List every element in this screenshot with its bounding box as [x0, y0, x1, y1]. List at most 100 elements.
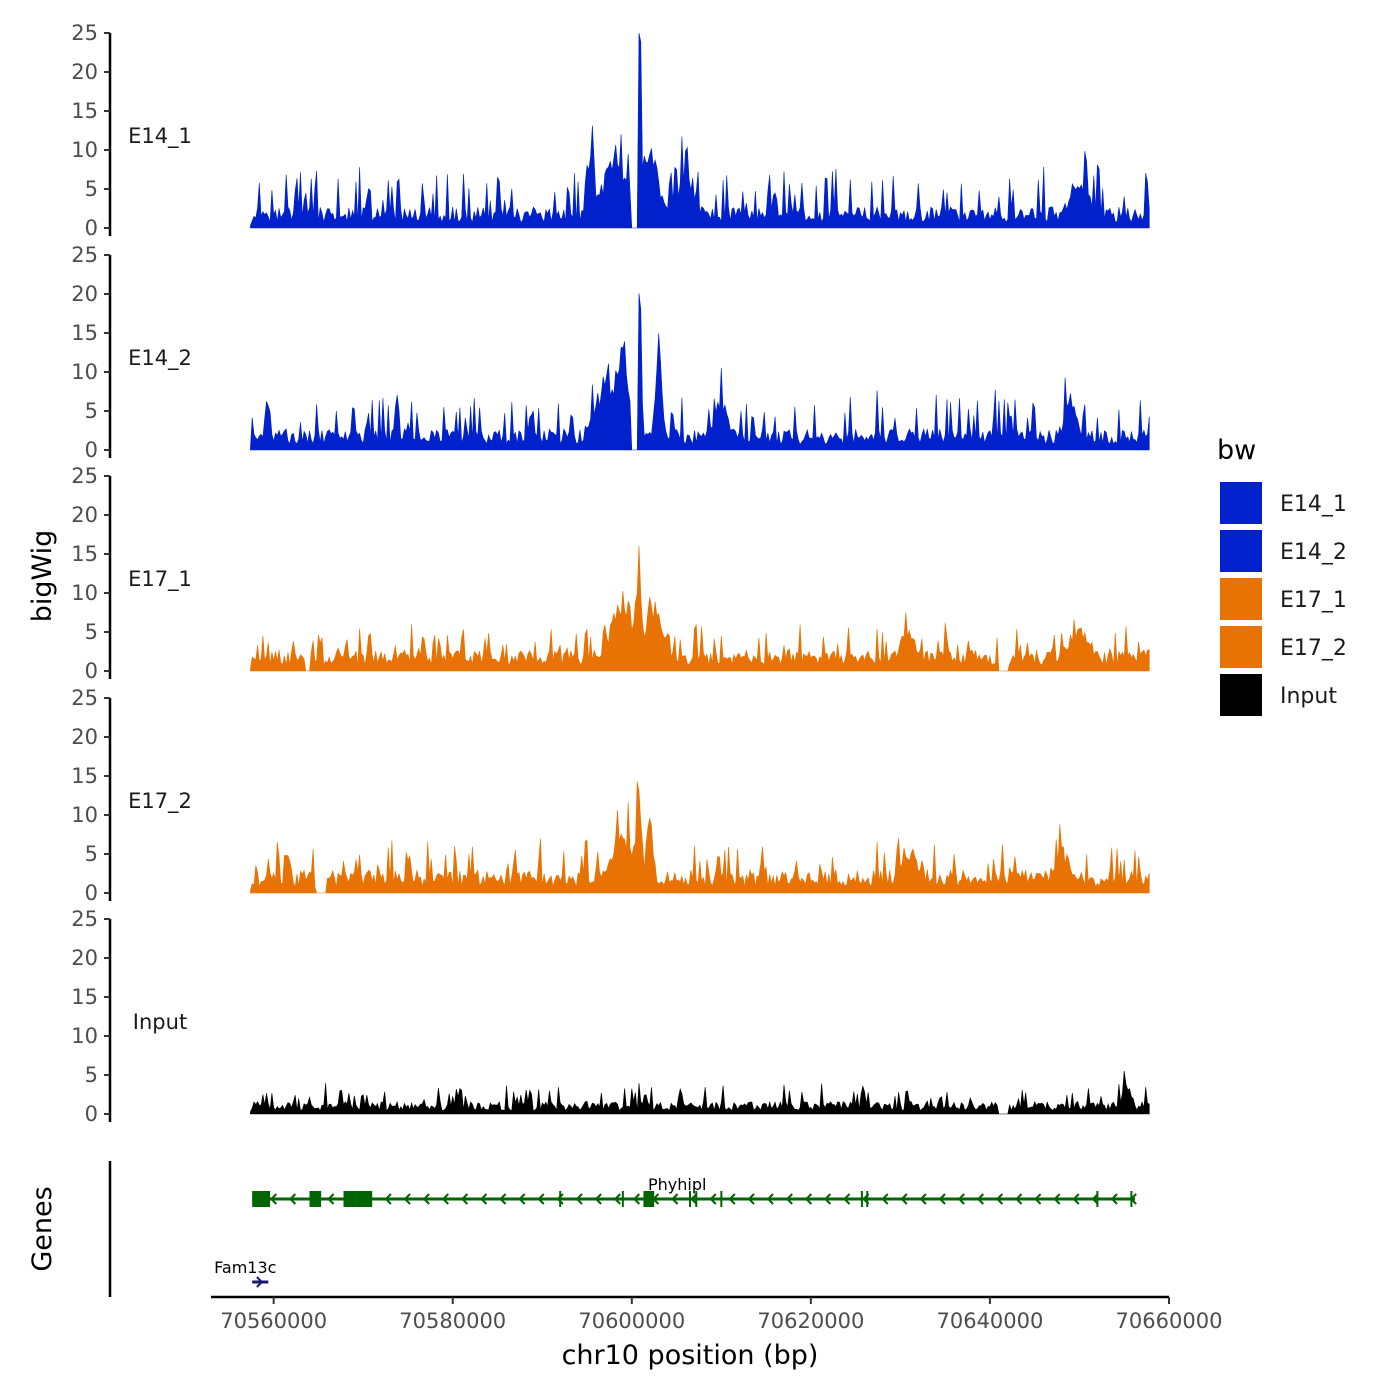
legend-entry-e17-2: E17_2 — [1218, 624, 1347, 670]
genes-track: Phyhipl Fam13c — [108, 1161, 1137, 1297]
y-tick-label: 0 — [85, 216, 98, 240]
strand-arrow — [256, 1276, 264, 1288]
x-tick-label: 70560000 — [220, 1309, 327, 1333]
y-tick-label: 5 — [85, 620, 98, 644]
legend-label: E17_2 — [1280, 636, 1347, 661]
y-tick-label: 10 — [71, 138, 98, 162]
x-tick-label: 70620000 — [757, 1309, 864, 1333]
y-tick-label: 5 — [85, 842, 98, 866]
y-tick-label: 0 — [85, 1102, 98, 1126]
strand-arrow — [938, 1193, 946, 1205]
gene-label: Phyhipl — [648, 1175, 706, 1194]
y-tick-label: 20 — [71, 503, 98, 527]
gene-fam13c: Fam13c — [214, 1258, 276, 1288]
strand-arrow — [995, 1193, 1004, 1205]
x-tick-label: 70600000 — [578, 1309, 685, 1333]
y-tick-label: 10 — [71, 360, 98, 384]
strand-arrow — [632, 1193, 641, 1205]
y-axis-title: bigWig — [27, 530, 58, 623]
strand-arrow — [288, 1193, 297, 1205]
y-tick-label: 5 — [85, 399, 98, 423]
strand-arrow — [556, 1193, 564, 1205]
strand-arrow — [269, 1193, 278, 1205]
signal-area-e17-2 — [250, 781, 1150, 894]
strand-arrow — [785, 1193, 793, 1205]
track-label: Input — [133, 1010, 187, 1034]
y-tick-label: 20 — [71, 60, 98, 84]
track-label: E14_2 — [128, 346, 192, 371]
legend-label: Input — [1280, 684, 1337, 709]
gene-phyhipl: Phyhipl — [252, 1175, 1137, 1207]
y-tick-label: 10 — [71, 1024, 98, 1048]
y-tick-label: 20 — [71, 946, 98, 970]
strand-arrow — [537, 1193, 545, 1205]
x-tick-label: 70640000 — [936, 1309, 1043, 1333]
y-tick-label: 15 — [71, 99, 98, 123]
exon — [309, 1191, 322, 1207]
strand-arrow — [460, 1193, 469, 1205]
legend: bw E14_1 E14_2 E17_1 E17_2 Input — [1217, 435, 1347, 718]
x-axis-title: chr10 position (bp) — [562, 1340, 819, 1371]
strand-arrow — [327, 1193, 335, 1205]
y-tick-label: 25 — [71, 686, 98, 710]
y-tick-label: 25 — [71, 21, 98, 45]
strand-arrow — [613, 1193, 621, 1205]
exon — [356, 1191, 373, 1207]
x-tick-label: 70660000 — [1116, 1309, 1223, 1333]
legend-entries: E14_1 E14_2 E17_1 E17_2 Input — [1218, 480, 1347, 718]
y-tick-label: 15 — [71, 321, 98, 345]
legend-entry-e14-1: E14_1 — [1218, 480, 1347, 526]
strand-arrow — [441, 1193, 449, 1205]
strand-arrow — [881, 1193, 889, 1205]
strand-arrow — [1110, 1193, 1118, 1205]
legend-swatch — [1218, 624, 1264, 670]
y-tick-label: 0 — [85, 438, 98, 462]
signal-area-e17-1 — [250, 545, 1150, 672]
exon — [343, 1191, 357, 1207]
strand-arrow — [499, 1193, 507, 1205]
strand-arrow — [709, 1193, 717, 1205]
y-tick-label: 10 — [71, 803, 98, 827]
legend-label: E14_2 — [1280, 540, 1347, 565]
strand-arrow — [747, 1193, 755, 1205]
track-e17-1: 0 5 10 15 20 25 E17_1 — [71, 464, 1150, 683]
track-e14-2: 0 5 10 15 20 25 E14_2 — [71, 243, 1150, 462]
strand-arrow — [422, 1193, 430, 1205]
signal-area-input — [250, 1070, 1150, 1115]
legend-swatch — [1218, 672, 1264, 718]
strand-arrow — [900, 1193, 908, 1205]
strand-arrow — [766, 1193, 774, 1205]
y-tick-label: 25 — [71, 907, 98, 931]
y-tick-label: 5 — [85, 1063, 98, 1087]
legend-label: E14_1 — [1280, 492, 1347, 517]
strand-arrow — [824, 1193, 832, 1205]
strand-arrow — [976, 1193, 984, 1205]
signal-tracks: 0 5 10 15 20 25 E14_1 0 5 10 15 20 25 E14_2 0 5 10 15 20 25… — [71, 21, 1150, 1126]
y-tick-label: 20 — [71, 725, 98, 749]
strand-arrow — [480, 1193, 488, 1205]
y-tick-label: 0 — [85, 881, 98, 905]
y-tick-label: 15 — [71, 542, 98, 566]
strand-arrow — [1053, 1193, 1061, 1205]
legend-entry-e17-1: E17_1 — [1218, 576, 1347, 622]
strand-arrow — [1015, 1193, 1023, 1205]
track-input: 0 5 10 15 20 25 Input — [71, 907, 1150, 1126]
strand-arrow — [518, 1193, 526, 1205]
exon — [252, 1191, 271, 1207]
strand-arrow — [804, 1193, 813, 1205]
y-tick-label: 20 — [71, 282, 98, 306]
strand-arrow — [671, 1193, 679, 1205]
y-tick-label: 25 — [71, 243, 98, 267]
strand-arrow — [594, 1193, 602, 1205]
x-tick-label: 70580000 — [399, 1309, 506, 1333]
legend-label: E17_1 — [1280, 588, 1347, 613]
strand-arrow — [728, 1193, 736, 1205]
legend-title: bw — [1217, 435, 1256, 466]
x-axis: 70560000 70580000 70600000 70620000 70640000… — [211, 1295, 1223, 1333]
track-e17-2: 0 5 10 15 20 25 E17_2 — [71, 686, 1150, 905]
y-tick-label: 15 — [71, 764, 98, 788]
legend-swatch — [1218, 480, 1264, 526]
y-tick-label: 25 — [71, 464, 98, 488]
strand-arrow — [575, 1193, 583, 1205]
